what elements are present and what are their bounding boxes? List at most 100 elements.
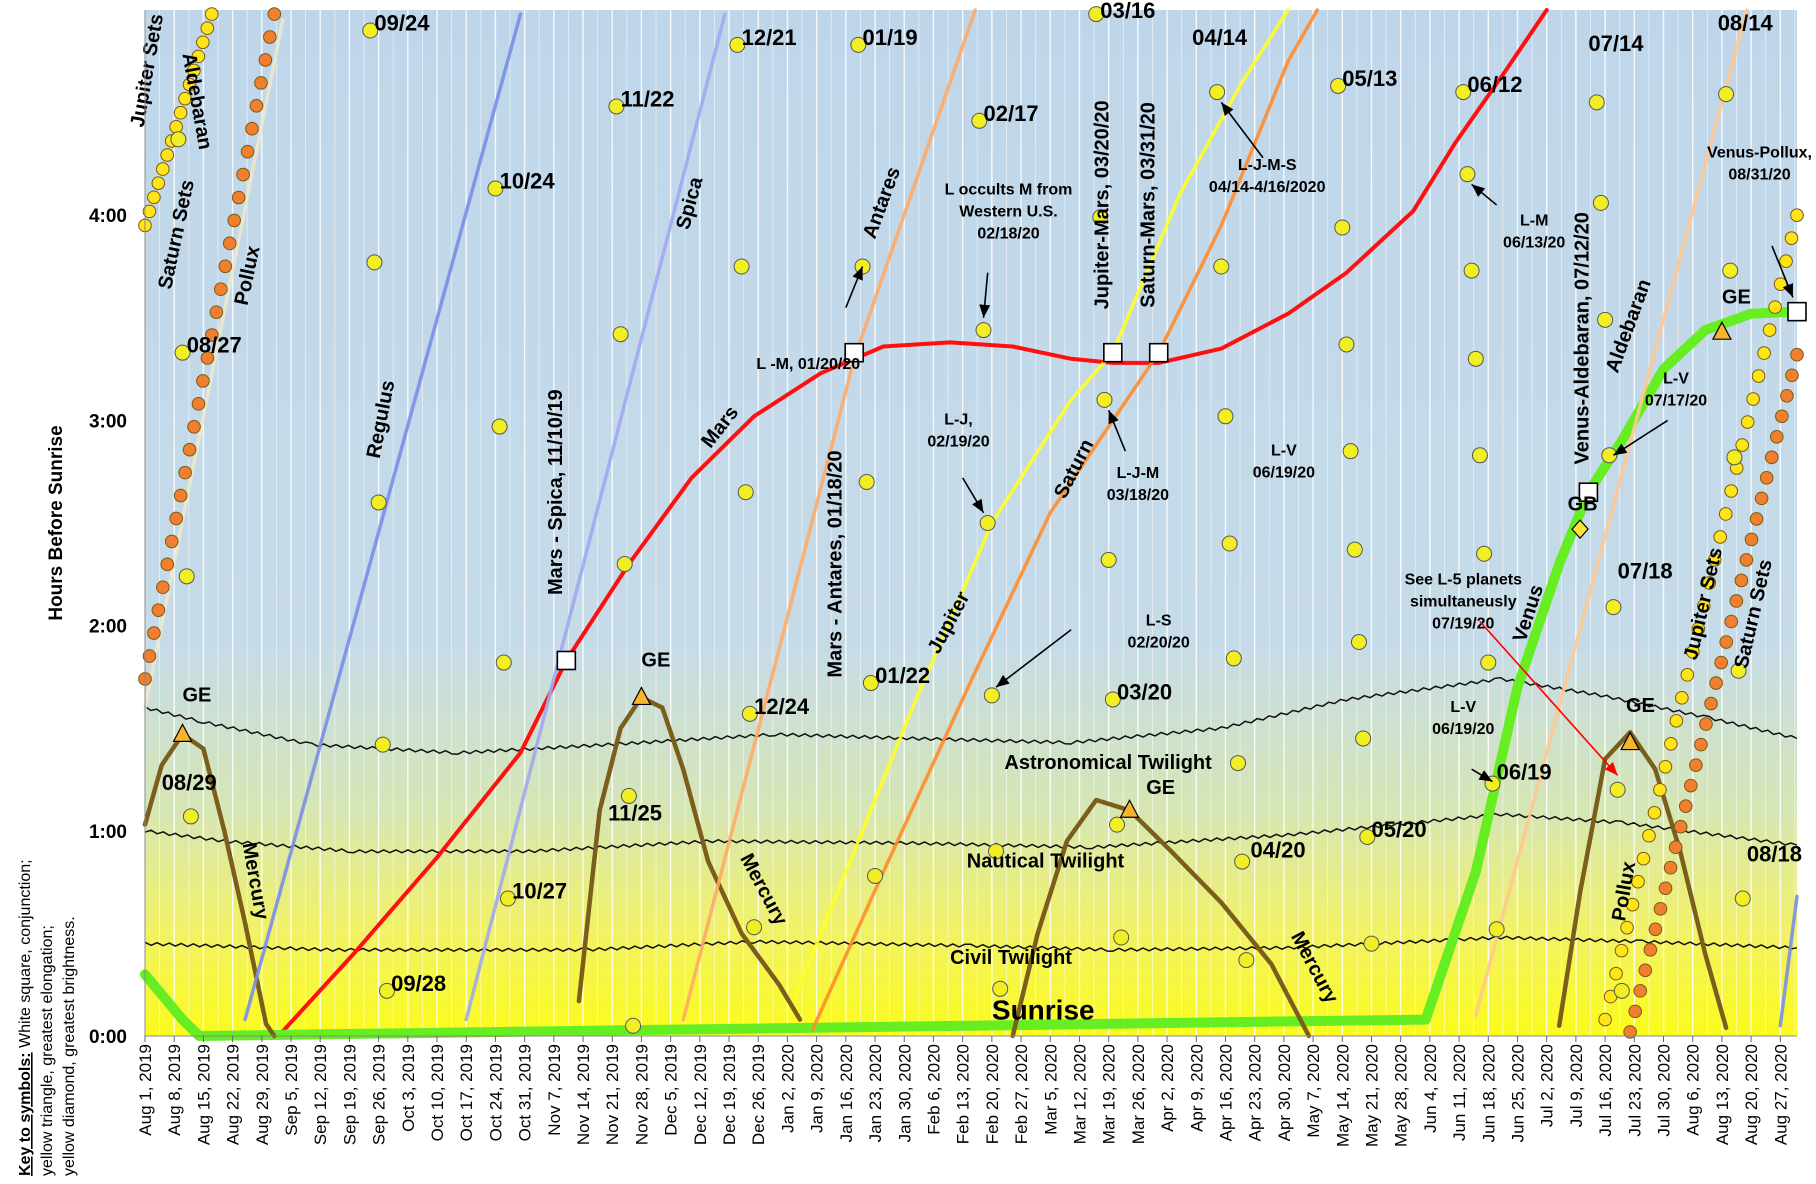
moon-dot — [867, 867, 884, 884]
setting-dot — [1609, 966, 1623, 981]
x-tick-label: Dec 12, 2019 — [691, 1044, 710, 1145]
moon-dot — [1480, 654, 1497, 671]
x-tick-label: Nov 28, 2019 — [632, 1044, 651, 1145]
setting-dot — [178, 465, 192, 480]
x-tick-label: Jun 25, 2020 — [1509, 1044, 1528, 1142]
chart-label: 12/24 — [754, 694, 810, 719]
annotation-text: Venus-Pollux, — [1707, 145, 1812, 162]
chart-label: GE — [641, 650, 670, 672]
setting-dot — [1762, 323, 1777, 337]
x-tick-label: Jan 9, 2020 — [808, 1044, 827, 1133]
setting-dot — [1664, 736, 1678, 751]
moon-dot — [1104, 691, 1121, 708]
annotation-text: 04/14-4/16/2020 — [1209, 179, 1326, 196]
setting-dot — [258, 53, 273, 67]
setting-dot — [151, 603, 166, 617]
setting-dot — [160, 148, 175, 162]
x-tick-label: May 21, 2020 — [1363, 1044, 1382, 1147]
y-tick-label: 3:00 — [89, 411, 127, 432]
chart-label: 08/18 — [1747, 842, 1802, 867]
x-tick-label: Sep 12, 2019 — [311, 1044, 330, 1145]
setting-dot — [1709, 676, 1723, 690]
arrow-head — [1471, 184, 1486, 197]
x-tick-label: Aug 22, 2019 — [224, 1044, 243, 1145]
x-tick-label: May 28, 2020 — [1392, 1044, 1411, 1147]
setting-dot — [164, 534, 179, 549]
moon-dot — [1334, 219, 1351, 236]
aldebaran-line — [1474, 8, 1749, 1018]
annotation-arrow — [1479, 620, 1619, 776]
annotation-text: 07/19/20 — [1432, 616, 1494, 633]
brightness-diamond — [1571, 519, 1589, 540]
setting-dot — [1718, 507, 1733, 521]
annotations: L -M, 01/20/20 L occults M from Western U.… — [756, 101, 1812, 783]
moon-dot — [1455, 84, 1472, 101]
setting-dot — [1691, 622, 1706, 636]
moon-dot — [858, 473, 875, 490]
chart-label: GE — [1722, 286, 1751, 308]
x-tick-label: Aug 6, 2020 — [1684, 1044, 1703, 1136]
moon-dot — [1601, 447, 1618, 464]
moon-dot — [1342, 443, 1359, 460]
arrow-head — [1221, 102, 1234, 117]
setting-dot — [1749, 512, 1764, 526]
event-markers — [172, 301, 1807, 818]
setting-dot — [1653, 901, 1668, 916]
setting-dot — [187, 63, 201, 78]
moon-dot — [862, 675, 879, 692]
x-tick-label: Nov 21, 2019 — [603, 1044, 622, 1145]
moon-dot — [491, 418, 508, 435]
setting-dot — [147, 190, 161, 205]
setting-dot — [191, 49, 206, 64]
moon-dot — [1605, 599, 1622, 616]
x-tick-label: Oct 10, 2019 — [428, 1044, 447, 1141]
chart-label: Mars - Antares, 01/18/20 — [825, 450, 847, 677]
setting-dot — [156, 580, 170, 595]
elongation-triangle — [1711, 320, 1732, 340]
moon-dot — [1463, 262, 1480, 279]
x-tick-label: Jun 11, 2020 — [1450, 1044, 1469, 1141]
setting-dot — [1663, 860, 1678, 875]
setting-dot — [227, 213, 241, 228]
arrow-head — [852, 266, 863, 281]
setting-dot — [214, 282, 228, 297]
chart-label: Mars - Spica, 11/10/19 — [545, 389, 567, 595]
annotation-text: L -M, 01/20/20 — [756, 356, 860, 373]
moon-dot — [1213, 258, 1230, 275]
arrow-head — [1108, 410, 1119, 425]
arrow-head — [1604, 762, 1618, 776]
x-tick-label: Dec 19, 2019 — [720, 1044, 739, 1145]
moon-dot — [992, 980, 1009, 997]
setting-dot — [1598, 1012, 1612, 1027]
setting-dot — [1757, 346, 1771, 360]
annotation-text: 06/13/20 — [1503, 235, 1565, 252]
chart-label: 06/12 — [1467, 72, 1522, 97]
moon-dot — [1488, 921, 1505, 938]
setting-dot — [1746, 392, 1760, 406]
setting-dot — [169, 120, 183, 134]
setting-dot — [1675, 691, 1689, 705]
moon-dot — [174, 344, 191, 361]
arrow-head — [972, 498, 984, 513]
moon-dot — [1722, 262, 1739, 279]
x-tick-label: Aug 13, 2020 — [1713, 1044, 1732, 1145]
twilight-line — [144, 812, 1798, 854]
key-title: Key to symbols: — [17, 1052, 34, 1176]
chart-label: 11/22 — [621, 86, 675, 111]
star-line — [1778, 894, 1799, 1028]
moon-dot — [170, 131, 187, 148]
axes: 0:00 1:00 2:00 3:00 4:00 Aug 1, 2019 Aug 8, 20… — [89, 10, 1797, 1147]
setting-dot — [142, 649, 157, 663]
setting-dot — [151, 176, 166, 190]
x-tick-label: Dec 26, 2019 — [749, 1044, 768, 1145]
setting-dot — [1658, 759, 1673, 774]
setting-dot — [182, 442, 197, 457]
chart-label: 01/22 — [875, 663, 930, 688]
moon-dot — [1476, 545, 1493, 562]
annotation-text: L-V — [1450, 699, 1476, 716]
moon-dot — [1734, 890, 1751, 907]
x-tick-label: Sep 26, 2019 — [370, 1044, 389, 1145]
chart-label: GE — [1146, 777, 1175, 799]
x-tick-label: Aug 20, 2020 — [1742, 1044, 1761, 1145]
moon-dot — [1471, 447, 1488, 464]
